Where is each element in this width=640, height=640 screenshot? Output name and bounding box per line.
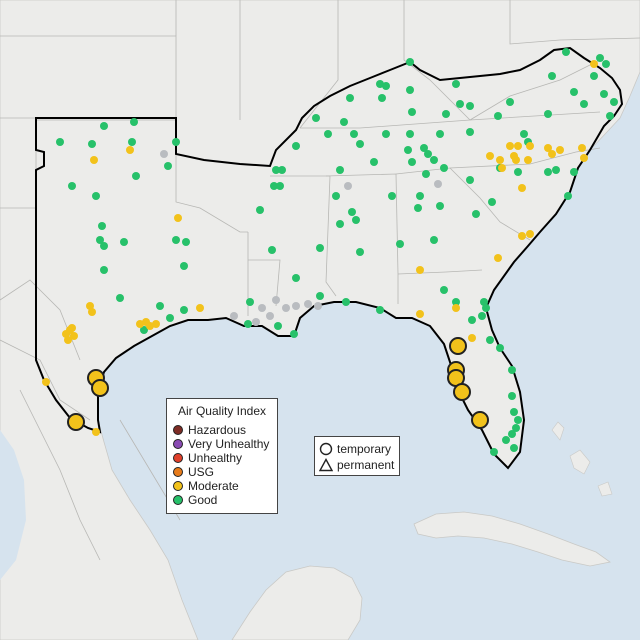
temporary-label: temporary [337,441,392,456]
legend-item-very-unhealthy: Very Unhealthy [173,437,269,451]
legend-item-usg: USG [173,465,214,479]
moderate-temporary-markers [67,337,489,431]
good-aqi-markers [56,48,618,456]
unhealthy-swatch [173,453,183,463]
monitor-type-legend: temporary permanent [314,436,400,476]
nodata-markers [160,150,442,326]
aqi-legend-title: Air Quality Index [177,404,267,418]
triangle-icon [319,457,333,471]
very-unhealthy-swatch [173,439,183,449]
permanent-label: permanent [337,457,395,472]
legend-label: Unhealthy [188,451,243,465]
legend-label: USG [188,465,215,479]
bahamas-islands [551,421,613,497]
legend-item-good: Good [173,493,217,507]
hazardous-swatch [173,425,183,435]
legend-label: Moderate [188,479,239,493]
circle-icon [319,442,333,455]
legend-item-moderate: Moderate [173,479,239,493]
legend-label: Good [188,493,218,507]
yucatan-peninsula [231,565,363,640]
moderate-aqi-markers [42,60,598,436]
cuba-island [413,511,611,567]
moderate-swatch [173,481,183,491]
good-swatch [173,495,183,505]
usg-swatch [173,467,183,477]
state-boundaries [0,0,640,561]
legend-item-permanent: permanent [319,457,394,472]
aqi-legend: Air Quality Index Hazardous Very Unhealt… [166,398,278,514]
legend-item-temporary: temporary [319,441,391,456]
baja-coast [0,430,26,580]
legend-item-unhealthy: Unhealthy [173,451,242,465]
legend-item-hazardous: Hazardous [173,423,246,437]
legend-label: Hazardous [188,423,247,437]
legend-label: Very Unhealthy [188,437,270,451]
